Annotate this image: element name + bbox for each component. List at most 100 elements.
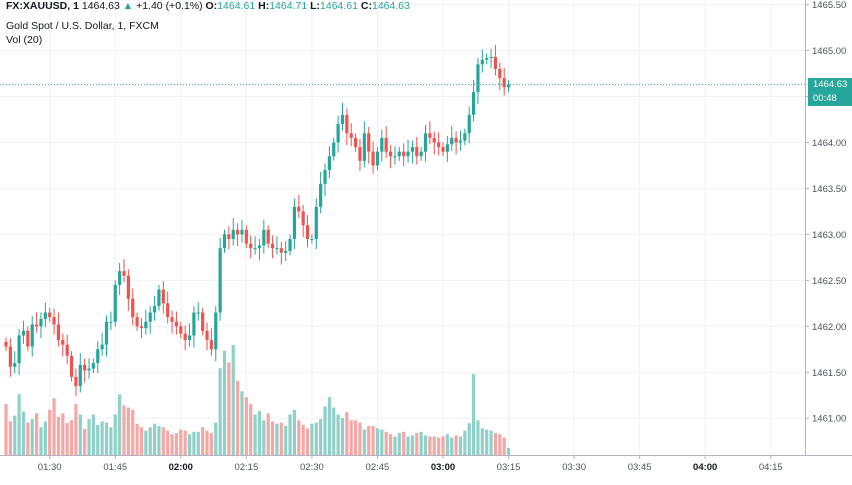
- candle-body-62: [275, 248, 279, 250]
- volume-bar-97: [428, 436, 432, 455]
- y-tick-label-6: 1462.50: [812, 276, 846, 287]
- y-tick-label-3: 1464.00: [812, 138, 846, 149]
- volume-bar-21: [96, 424, 100, 455]
- x-tick-label-5: 02:45: [366, 462, 390, 473]
- candle-113: [498, 62, 502, 91]
- volume-bar-48: [214, 422, 218, 455]
- candle-body-71: [314, 206, 318, 239]
- volume-bar-66: [292, 409, 297, 455]
- candle-70: [310, 234, 314, 244]
- volume-bar-84: [371, 426, 375, 455]
- volume-bar-113: [498, 434, 502, 455]
- volume-bar-56: [249, 404, 253, 455]
- candle-5: [26, 326, 30, 352]
- volume-bar-71: [314, 422, 318, 455]
- candle-body-12: [56, 324, 61, 341]
- volume-bar-40: [179, 429, 183, 455]
- candle-body-30: [135, 317, 139, 327]
- candle-105: [463, 128, 467, 146]
- candle-body-20: [91, 363, 95, 369]
- volume-bar-12: [56, 416, 61, 455]
- volume-bar-15: [69, 420, 74, 455]
- volume-bar-39: [174, 433, 179, 455]
- volume-bar-44: [196, 431, 200, 455]
- volume-bar-104: [458, 436, 463, 455]
- candle-60: [266, 225, 270, 249]
- candle-body-65: [288, 238, 292, 251]
- y-tick-label-7: 1462.00: [812, 322, 846, 333]
- candle-12: [56, 312, 61, 347]
- candle-body-38: [170, 317, 174, 322]
- candle-body-3: [17, 335, 21, 364]
- candle-body-72: [319, 183, 323, 207]
- candle-88: [388, 145, 393, 169]
- volume-bar-60: [266, 413, 270, 455]
- volume-bar-112: [493, 433, 498, 455]
- volume-bar-43: [192, 431, 196, 455]
- candle-body-70: [310, 238, 314, 240]
- volume-bar-4: [21, 411, 26, 455]
- x-tick-label-1: 01:45: [103, 462, 127, 473]
- high-value: 1464.71: [269, 0, 308, 12]
- candle-33: [148, 306, 152, 334]
- volume-bar-14: [65, 423, 69, 455]
- volume-bar-8: [39, 427, 43, 455]
- candle-body-42: [187, 335, 192, 341]
- volume-bar-106: [467, 423, 471, 455]
- volume-bar-80: [354, 420, 358, 455]
- candle-50: [222, 229, 227, 253]
- candle-73: [323, 163, 327, 196]
- volume-bar-3: [17, 394, 21, 455]
- candle-body-40: [179, 326, 183, 334]
- volume-bar-24: [109, 427, 113, 455]
- candle-body-114: [502, 78, 506, 88]
- last-price-value: 1464.63: [81, 0, 120, 12]
- candle-body-79: [349, 133, 353, 138]
- chart-grid: [0, 0, 805, 455]
- candle-15: [69, 351, 74, 382]
- x-tick-label-10: 04:00: [693, 462, 717, 473]
- candle-4: [21, 320, 26, 344]
- candle-body-24: [109, 321, 113, 323]
- volume-bar-83: [367, 426, 371, 455]
- volume-bar-81: [358, 422, 362, 455]
- candle-body-14: [65, 344, 69, 356]
- candle-6: [30, 316, 34, 357]
- candle-48: [214, 306, 218, 362]
- candle-64: [284, 240, 288, 262]
- volume-bar-26: [118, 394, 122, 455]
- volume-bar-5: [26, 422, 30, 455]
- candle-38: [170, 310, 174, 334]
- volume-bar-94: [415, 433, 419, 455]
- candle-body-39: [174, 321, 179, 327]
- candle-body-100: [441, 147, 445, 152]
- close-value: 1464.63: [372, 0, 410, 12]
- volume-bar-29: [131, 409, 135, 455]
- volume-bar-98: [432, 436, 436, 455]
- bar-countdown-badge: 00:48: [808, 91, 852, 106]
- candle-83: [367, 126, 371, 164]
- volume-bar-99: [437, 437, 441, 455]
- volume-bar-49: [218, 368, 222, 455]
- close-label: C:: [360, 0, 372, 12]
- volume-bar-35: [157, 426, 161, 455]
- candle-75: [332, 137, 336, 161]
- candle-51: [227, 226, 231, 250]
- candle-43: [192, 306, 196, 348]
- candle-96: [423, 125, 428, 162]
- x-tick-label-11: 04:15: [759, 462, 783, 473]
- candle-58: [257, 238, 262, 261]
- candle-68: [301, 204, 305, 238]
- candle-91: [402, 143, 406, 167]
- x-tick-label-6: 03:00: [431, 462, 455, 473]
- candle-body-112: [493, 56, 498, 69]
- volume-indicator-label[interactable]: Vol (20): [6, 34, 43, 46]
- volume-bar-72: [319, 419, 323, 455]
- symbol-label[interactable]: FX:XAUUSD, 1: [6, 0, 79, 12]
- candle-body-56: [249, 243, 253, 249]
- candle-95: [419, 147, 423, 161]
- volume-bar-20: [91, 414, 95, 455]
- candle-109: [480, 49, 484, 73]
- candle-body-25: [113, 284, 117, 322]
